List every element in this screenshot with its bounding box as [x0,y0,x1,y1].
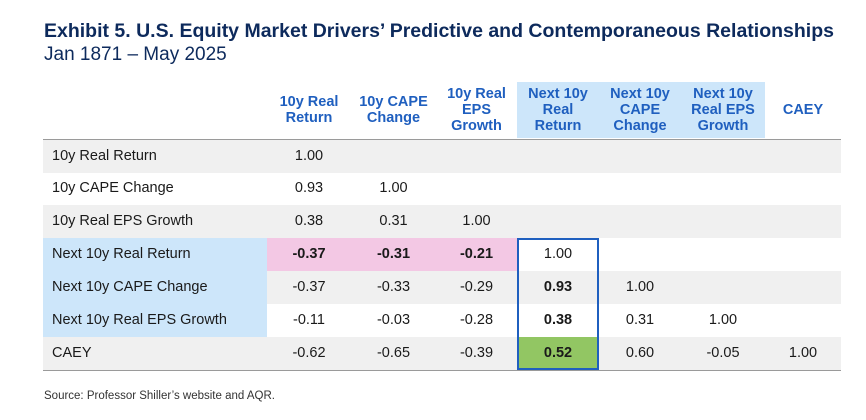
cell-next-10y-real-eps-growth-next-10y-real-eps-growth: 1.00 [708,312,738,328]
table-row: Next 10y CAPE Change -0.37 -0.33 -0.29 0.93 1… [43,271,841,304]
row-label-next-10y-real-return: Next 10y Real Return [43,238,267,271]
cell-10y-real-return-10y-real-return: 1.00 [294,148,324,164]
exhibit-title: Exhibit 5. U.S. Equity Market Drivers’ P… [44,20,834,42]
cell-caey-10y-real-return: -0.62 [292,345,326,361]
cell-next-10y-real-return-10y-cape-change: -0.31 [351,238,436,271]
cell-caey-next-10y-real-return: 0.52 [517,337,599,370]
cell-caey-next-10y-real-eps-growth: -0.05 [706,345,740,361]
exhibit-subtitle: Jan 1871 – May 2025 [44,44,227,65]
column-header-10y-real-return: 10y Real Return [279,94,339,126]
cell-next-10y-cape-change-next-10y-cape-change: 1.00 [625,279,655,295]
table-row: 10y Real EPS Growth 0.38 0.31 1.00 [43,205,841,238]
cell-next-10y-real-return-10y-real-eps-growth: -0.21 [436,238,517,271]
cell-10y-real-eps-growth-10y-real-return: 0.38 [294,213,324,229]
cell-next-10y-real-return-next-10y-real-return: 1.00 [543,246,573,262]
cell-next-10y-real-eps-growth-10y-real-return: -0.11 [293,312,325,328]
row-label-10y-real-eps-growth: 10y Real EPS Growth [52,213,194,229]
row-label-10y-real-return: 10y Real Return [52,148,157,164]
cell-next-10y-real-eps-growth-next-10y-cape-change: 0.31 [625,312,655,328]
cell-10y-cape-change-10y-real-return: 0.93 [294,180,324,196]
column-header-10y-real-eps-growth: 10y Real EPS Growth [447,86,506,134]
row-label-next-10y-cape-change: Next 10y CAPE Change [43,271,267,304]
cell-caey-10y-real-eps-growth: -0.39 [459,345,494,361]
cell-caey-10y-cape-change: -0.65 [376,345,411,361]
source-note: Source: Professor Shiller’s website and … [44,390,275,402]
cell-next-10y-cape-change-10y-real-return: -0.37 [292,279,326,295]
column-header-caey: CAEY [782,102,824,118]
cell-caey-caey: 1.00 [788,345,818,361]
cell-10y-real-eps-growth-10y-cape-change: 0.31 [379,213,408,229]
column-header-next-10y-cape-change: Next 10y CAPE Change [599,82,681,138]
table-row: 10y CAPE Change 0.93 1.00 [43,172,841,205]
table-row: Next 10y Real Return -0.37 -0.31 -0.21 1.00 [43,238,841,271]
column-header-next-10y-real-return: Next 10y Real Return [517,82,599,138]
cell-caey-next-10y-cape-change: 0.60 [625,345,655,361]
column-header-next-10y-real-eps-growth: Next 10y Real EPS Growth [681,82,765,138]
cell-next-10y-cape-change-10y-cape-change: -0.33 [376,279,411,295]
cell-next-10y-real-eps-growth-10y-real-eps-growth: -0.28 [459,312,494,328]
column-header-10y-cape-change: 10y CAPE Change [359,94,428,126]
cell-next-10y-real-eps-growth-next-10y-real-return: 0.38 [543,312,573,328]
table-row: 10y Real Return 1.00 [43,139,841,173]
cell-next-10y-real-eps-growth-10y-cape-change: -0.03 [376,312,411,328]
table-row: CAEY -0.62 -0.65 -0.39 0.52 0.60 -0.05 1.00 [43,337,841,371]
row-label-10y-cape-change: 10y CAPE Change [52,180,174,196]
cell-10y-real-eps-growth-10y-real-eps-growth: 1.00 [462,213,491,229]
row-label-next-10y-real-eps-growth: Next 10y Real EPS Growth [43,304,267,337]
cell-next-10y-cape-change-next-10y-real-return: 0.93 [543,279,573,295]
table-row: Next 10y Real EPS Growth -0.11 -0.03 -0.28 0… [43,304,841,337]
cell-10y-cape-change-10y-cape-change: 1.00 [379,180,408,196]
row-label-caey: CAEY [52,345,92,361]
cell-next-10y-real-return-10y-real-return: -0.37 [267,238,351,271]
cell-next-10y-cape-change-10y-real-eps-growth: -0.29 [459,279,494,295]
